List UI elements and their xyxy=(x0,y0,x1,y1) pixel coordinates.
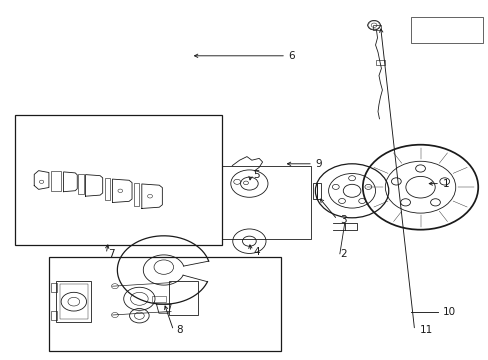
Bar xyxy=(317,183,321,199)
Text: 7: 7 xyxy=(108,249,115,259)
Text: 2: 2 xyxy=(339,249,346,259)
Bar xyxy=(313,183,317,199)
Bar xyxy=(168,281,198,315)
Bar xyxy=(375,60,385,65)
Bar xyxy=(51,311,57,320)
Bar xyxy=(222,166,310,239)
Text: 5: 5 xyxy=(253,170,260,180)
Text: 8: 8 xyxy=(176,325,183,336)
Bar xyxy=(151,296,166,302)
Bar xyxy=(372,25,380,30)
Text: 9: 9 xyxy=(315,159,322,169)
Text: 11: 11 xyxy=(419,325,432,336)
Bar xyxy=(56,281,91,322)
Bar xyxy=(15,115,222,245)
Bar xyxy=(410,17,482,43)
Bar xyxy=(78,174,84,194)
Bar xyxy=(134,183,139,206)
Text: 1: 1 xyxy=(442,179,448,189)
Text: 3: 3 xyxy=(339,215,346,225)
Text: 4: 4 xyxy=(253,247,260,257)
Text: 10: 10 xyxy=(442,307,455,318)
Bar xyxy=(105,178,110,200)
Bar xyxy=(60,284,87,319)
Bar xyxy=(51,283,57,292)
Bar xyxy=(49,257,281,351)
Bar xyxy=(51,171,61,191)
Text: 6: 6 xyxy=(288,51,295,61)
